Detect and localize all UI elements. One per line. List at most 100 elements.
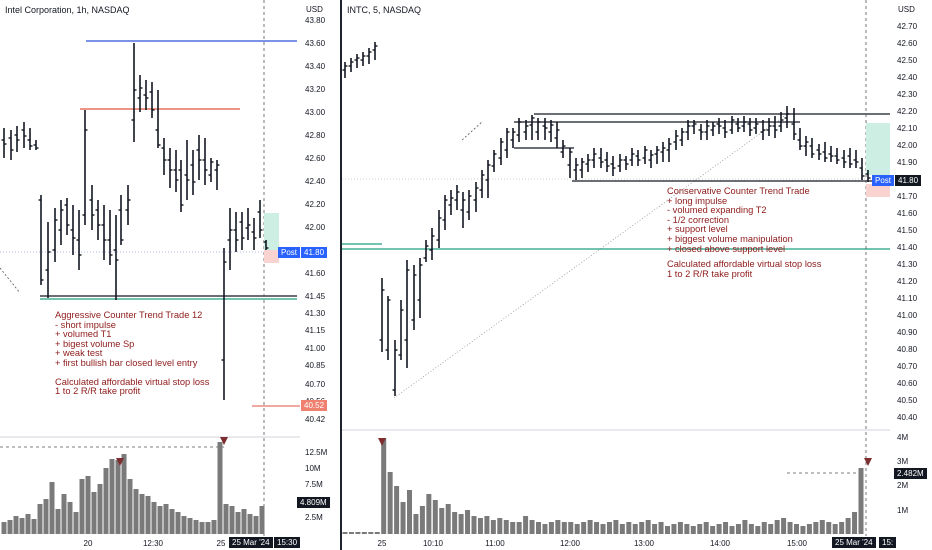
right-volume-bar (858, 468, 864, 534)
left-price-tick: 43.40 (305, 62, 326, 71)
left-cursor-date: 25 Mar '24 (229, 537, 273, 548)
right-volume-bar (787, 522, 793, 534)
left-annotation-title: Aggressive Counter Trend Trade 12 (55, 310, 203, 320)
left-volume-bar (97, 484, 103, 534)
right-volume-bar (632, 524, 638, 534)
left-volume-bar (199, 522, 205, 534)
right-post-badge: Post (872, 175, 895, 186)
right-volume-bar (839, 522, 845, 534)
right-volume-bar (852, 512, 858, 534)
right-price-tick: 42.50 (897, 56, 918, 65)
right-volume-bar (516, 522, 522, 534)
left-volume-bar (151, 502, 157, 534)
right-price-tick: 42.20 (897, 107, 918, 116)
left-volume-bar (187, 518, 193, 534)
left-volume-bar (247, 514, 253, 534)
right-volume-tick: 2M (897, 481, 908, 490)
right-annotation-footer: Calculated affordable virtual stop loss (667, 259, 822, 270)
right-volume-bar (768, 524, 774, 534)
right-price-tick: 40.60 (897, 379, 918, 388)
right-price-tick: 42.40 (897, 73, 918, 82)
left-price-tick: 41.30 (305, 309, 326, 318)
right-post-label: Post (875, 176, 892, 185)
right-cursor-date: 25 Mar '24 (832, 537, 876, 548)
right-volume-bar (561, 522, 567, 534)
left-pointer-arrow (0, 267, 21, 294)
right-volume-bar (413, 514, 419, 534)
left-volume-bar (253, 516, 259, 534)
left-volume-bar (85, 476, 91, 534)
right-volume-bar (845, 518, 851, 534)
right-volume-bar (394, 486, 400, 534)
right-volume-bar (574, 524, 580, 534)
right-volume-bar (510, 522, 516, 534)
left-volume-bar (229, 506, 235, 534)
right-volume-bar (652, 524, 658, 534)
right-volume-bar (355, 532, 361, 534)
left-volume-bar (43, 499, 49, 534)
right-volume-bar (374, 532, 380, 534)
right-volume-bar (368, 532, 374, 534)
left-volume-bar (157, 506, 163, 534)
right-price-tick: 42.30 (897, 90, 918, 99)
left-volume-bar (37, 504, 43, 534)
left-volume-bar (73, 512, 79, 534)
left-price-tick: 40.85 (305, 361, 326, 370)
left-volume-tick: 10M (305, 464, 321, 473)
left-price-tick: 43.60 (305, 39, 326, 48)
left-volume-bar (31, 519, 37, 534)
left-volume-bar (193, 520, 199, 534)
left-cursor-clock: 15:30 (274, 537, 301, 548)
right-chart-canvas[interactable]: 42.70 42.60 42.50 42.40 42.30 42.20 42.10 42.00… (342, 0, 932, 550)
right-chart-panel[interactable]: 42.70 42.60 42.50 42.40 42.30 42.20 42.10 42.00… (342, 0, 932, 550)
right-price-tick: 42.70 (897, 22, 918, 31)
right-price-tick: 40.80 (897, 345, 918, 354)
left-chart-panel[interactable]: 43.80 43.60 43.40 43.20 43.00 42.80 42.60 42.40… (0, 0, 340, 550)
left-annotation-line: + volumed T1 (55, 329, 112, 340)
right-volume-bar (703, 522, 709, 534)
right-volume-bar (626, 522, 632, 534)
left-volume-bar (109, 459, 115, 534)
right-volume-bar (381, 438, 387, 534)
right-volume-bar (606, 522, 612, 534)
right-annotation-line: + support level (667, 224, 728, 235)
right-volume-bar (465, 510, 471, 534)
left-post-label: Post (281, 248, 298, 257)
right-time-tick: 11:00 (485, 539, 505, 548)
left-volume-bar (259, 506, 265, 534)
right-volume-bar (658, 522, 664, 534)
left-volume-arrow-icon (220, 437, 228, 445)
left-volume-bar (25, 514, 31, 534)
right-volume-bar (645, 520, 651, 534)
left-post-price: 41.80 (301, 247, 328, 258)
right-price-tick: 41.20 (897, 277, 918, 286)
right-price-tick: 40.70 (897, 362, 918, 371)
right-volume-tick: 1M (897, 506, 908, 515)
right-volume-bar (445, 504, 451, 534)
left-chart-canvas[interactable]: 43.80 43.60 43.40 43.20 43.00 42.80 42.60 42.40… (0, 0, 340, 550)
left-price-tick: 42.60 (305, 154, 326, 163)
left-volume-bar (169, 509, 175, 534)
left-time-tick: 25 (217, 539, 226, 548)
left-volume-bar (19, 518, 25, 534)
left-volume-bar (211, 520, 217, 534)
panel-divider[interactable] (340, 0, 342, 550)
left-annotation-line: + bigest volume Sp (55, 338, 135, 349)
left-volume-bar (61, 494, 67, 534)
left-volume-arrow-icon (116, 458, 124, 466)
left-volume-bar (79, 479, 85, 534)
right-volume-bar (729, 526, 735, 534)
right-volume-bar (742, 520, 748, 534)
right-volume-value: 2.482M (894, 468, 927, 479)
right-volume-bar (748, 524, 754, 534)
right-volume-bar (594, 522, 600, 534)
right-stop-zone (866, 184, 890, 197)
left-volume-bar (205, 522, 211, 534)
left-volume-bar (145, 496, 151, 534)
right-price-tick: 40.90 (897, 328, 918, 337)
left-price-tick: 41.00 (305, 344, 326, 353)
right-volume-bar (832, 524, 838, 534)
right-volume-bar (523, 516, 529, 534)
left-volume-bar (55, 509, 61, 534)
right-volume-bar (710, 526, 716, 534)
